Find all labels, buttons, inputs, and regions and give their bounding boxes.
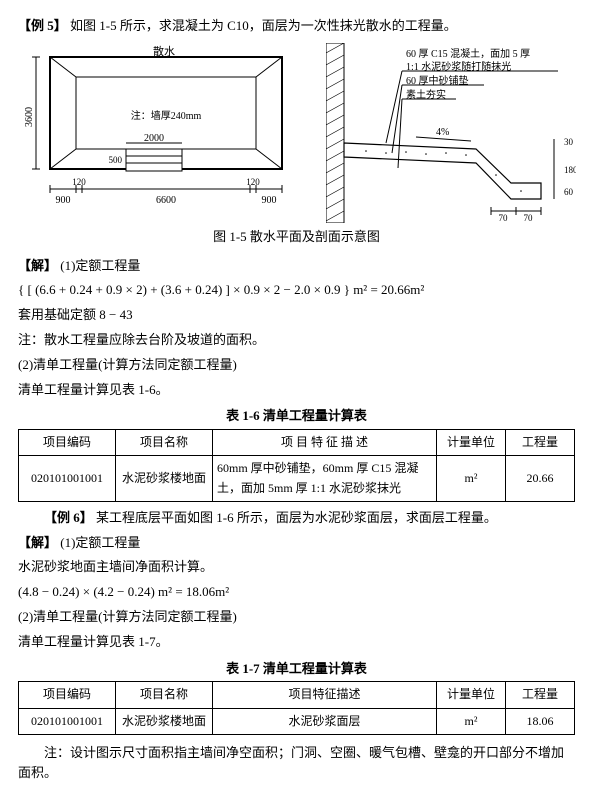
example5-heading: 【例 5】 如图 1-5 所示，求混凝土为 C10，面层为一次性抹光散水的工程量…	[18, 16, 575, 37]
table-header: 项 目 特 征 描 述	[213, 430, 437, 456]
solution5-head: 【解】 (1)定额工程量	[18, 256, 575, 277]
solution6-line4: (2)清单工程量(计算方法同定额工程量)	[18, 607, 575, 628]
svg-text:30: 30	[564, 137, 574, 147]
table-header: 项目特征描述	[213, 682, 437, 708]
table-row: 020101001001 水泥砂浆楼地面 水泥砂浆面层 m² 18.06	[19, 708, 575, 734]
solution5-head-label: 【解】	[18, 258, 57, 273]
figure-section: 60 厚 C15 混凝土，面加 5 厚 1:1 水泥砂浆随打随抹光 60 厚中砂…	[326, 43, 576, 223]
example6-title: 【例 6】	[44, 510, 93, 525]
table-header: 项目名称	[116, 430, 213, 456]
table-header: 项目编码	[19, 430, 116, 456]
plan-wall-label: 注：墙厚240mm	[131, 109, 202, 122]
solution5-line6: 清单工程量计算见表 1-6。	[18, 380, 575, 401]
table-header: 工程量	[506, 430, 575, 456]
solution5-formula: { [ (6.6 + 0.24 + 0.9 × 2) + (3.6 + 0.24…	[18, 280, 575, 301]
cell-code: 020101001001	[19, 456, 116, 501]
solution5-line4: 注：散水工程量应除去台阶及坡道的面积。	[18, 330, 575, 351]
svg-text:3600: 3600	[24, 107, 35, 127]
svg-text:70: 70	[524, 213, 534, 223]
solution5-line3: 套用基础定额 8 − 43	[18, 305, 575, 326]
example5-title: 【例 5】	[18, 18, 67, 33]
cell-name: 水泥砂浆楼地面	[116, 456, 213, 501]
solution5-line5: (2)清单工程量(计算方法同定额工程量)	[18, 355, 575, 376]
cell-qty: 18.06	[506, 708, 575, 734]
solution6-line5: 清单工程量计算见表 1-7。	[18, 632, 575, 653]
table-1-7: 项目编码 项目名称 项目特征描述 计量单位 工程量 020101001001 水…	[18, 681, 575, 734]
example6-text: 某工程底层平面如图 1-6 所示，面层为水泥砂浆面层，求面层工程量。	[96, 510, 497, 525]
solution5-line1: (1)定额工程量	[60, 258, 140, 273]
figure-1-5: 散水 注：墙厚240mm 3600 2000 500 900 120 6600 …	[18, 43, 575, 223]
solution6-line1: (1)定额工程量	[60, 535, 140, 550]
cell-code: 020101001001	[19, 708, 116, 734]
cell-desc: 60mm 厚中砂铺垫，60mm 厚 C15 混凝土，面加 5mm 厚 1:1 水…	[213, 456, 437, 501]
table-row: 项目编码 项目名称 项 目 特 征 描 述 计量单位 工程量	[19, 430, 575, 456]
svg-text:60 厚 C15 混凝土，面加 5 厚: 60 厚 C15 混凝土，面加 5 厚	[406, 47, 530, 60]
svg-text:900: 900	[262, 195, 277, 206]
table-header: 项目编码	[19, 682, 116, 708]
figure-caption: 图 1-5 散水平面及剖面示意图	[18, 227, 575, 248]
table-1-6: 项目编码 项目名称 项 目 特 征 描 述 计量单位 工程量 020101001…	[18, 429, 575, 502]
table-row: 项目编码 项目名称 项目特征描述 计量单位 工程量	[19, 682, 575, 708]
solution6-head-label: 【解】	[18, 535, 57, 550]
table-header: 工程量	[506, 682, 575, 708]
svg-text:120: 120	[72, 177, 86, 187]
cell-name: 水泥砂浆楼地面	[116, 708, 213, 734]
cell-unit: m²	[437, 456, 506, 501]
solution6-head: 【解】 (1)定额工程量	[18, 533, 575, 554]
cell-unit: m²	[437, 708, 506, 734]
example5-text: 如图 1-5 所示，求混凝土为 C10，面层为一次性抹光散水的工程量。	[70, 18, 457, 33]
svg-text:500: 500	[109, 155, 123, 165]
svg-text:70: 70	[499, 213, 509, 223]
solution6-line2: 水泥砂浆地面主墙间净面积计算。	[18, 557, 575, 578]
table17-title: 表 1-7 清单工程量计算表	[18, 659, 575, 680]
svg-text:120: 120	[246, 177, 260, 187]
svg-text:60: 60	[564, 187, 574, 197]
footnote: 注：设计图示尺寸面积指主墙间净空面积；门洞、空圈、暖气包槽、壁龛的开口部分不增加…	[18, 743, 575, 785]
cell-desc: 水泥砂浆面层	[213, 708, 437, 734]
figure-plan: 散水 注：墙厚240mm 3600 2000 500 900 120 6600 …	[18, 43, 318, 223]
example6-heading: 【例 6】 某工程底层平面如图 1-6 所示，面层为水泥砂浆面层，求面层工程量。	[18, 508, 575, 529]
table16-title: 表 1-6 清单工程量计算表	[18, 406, 575, 427]
plan-top-label: 散水	[153, 44, 175, 58]
svg-text:6600: 6600	[156, 195, 176, 206]
svg-text:900: 900	[56, 195, 71, 206]
cell-qty: 20.66	[506, 456, 575, 501]
svg-text:180: 180	[564, 165, 576, 175]
table-header: 计量单位	[437, 430, 506, 456]
svg-text:4%: 4%	[436, 127, 449, 138]
svg-text:2000: 2000	[144, 133, 164, 144]
table-header: 计量单位	[437, 682, 506, 708]
table-header: 项目名称	[116, 682, 213, 708]
solution6-line3: (4.8 − 0.24) × (4.2 − 0.24) m² = 18.06m²	[18, 582, 575, 603]
table-row: 020101001001 水泥砂浆楼地面 60mm 厚中砂铺垫，60mm 厚 C…	[19, 456, 575, 501]
